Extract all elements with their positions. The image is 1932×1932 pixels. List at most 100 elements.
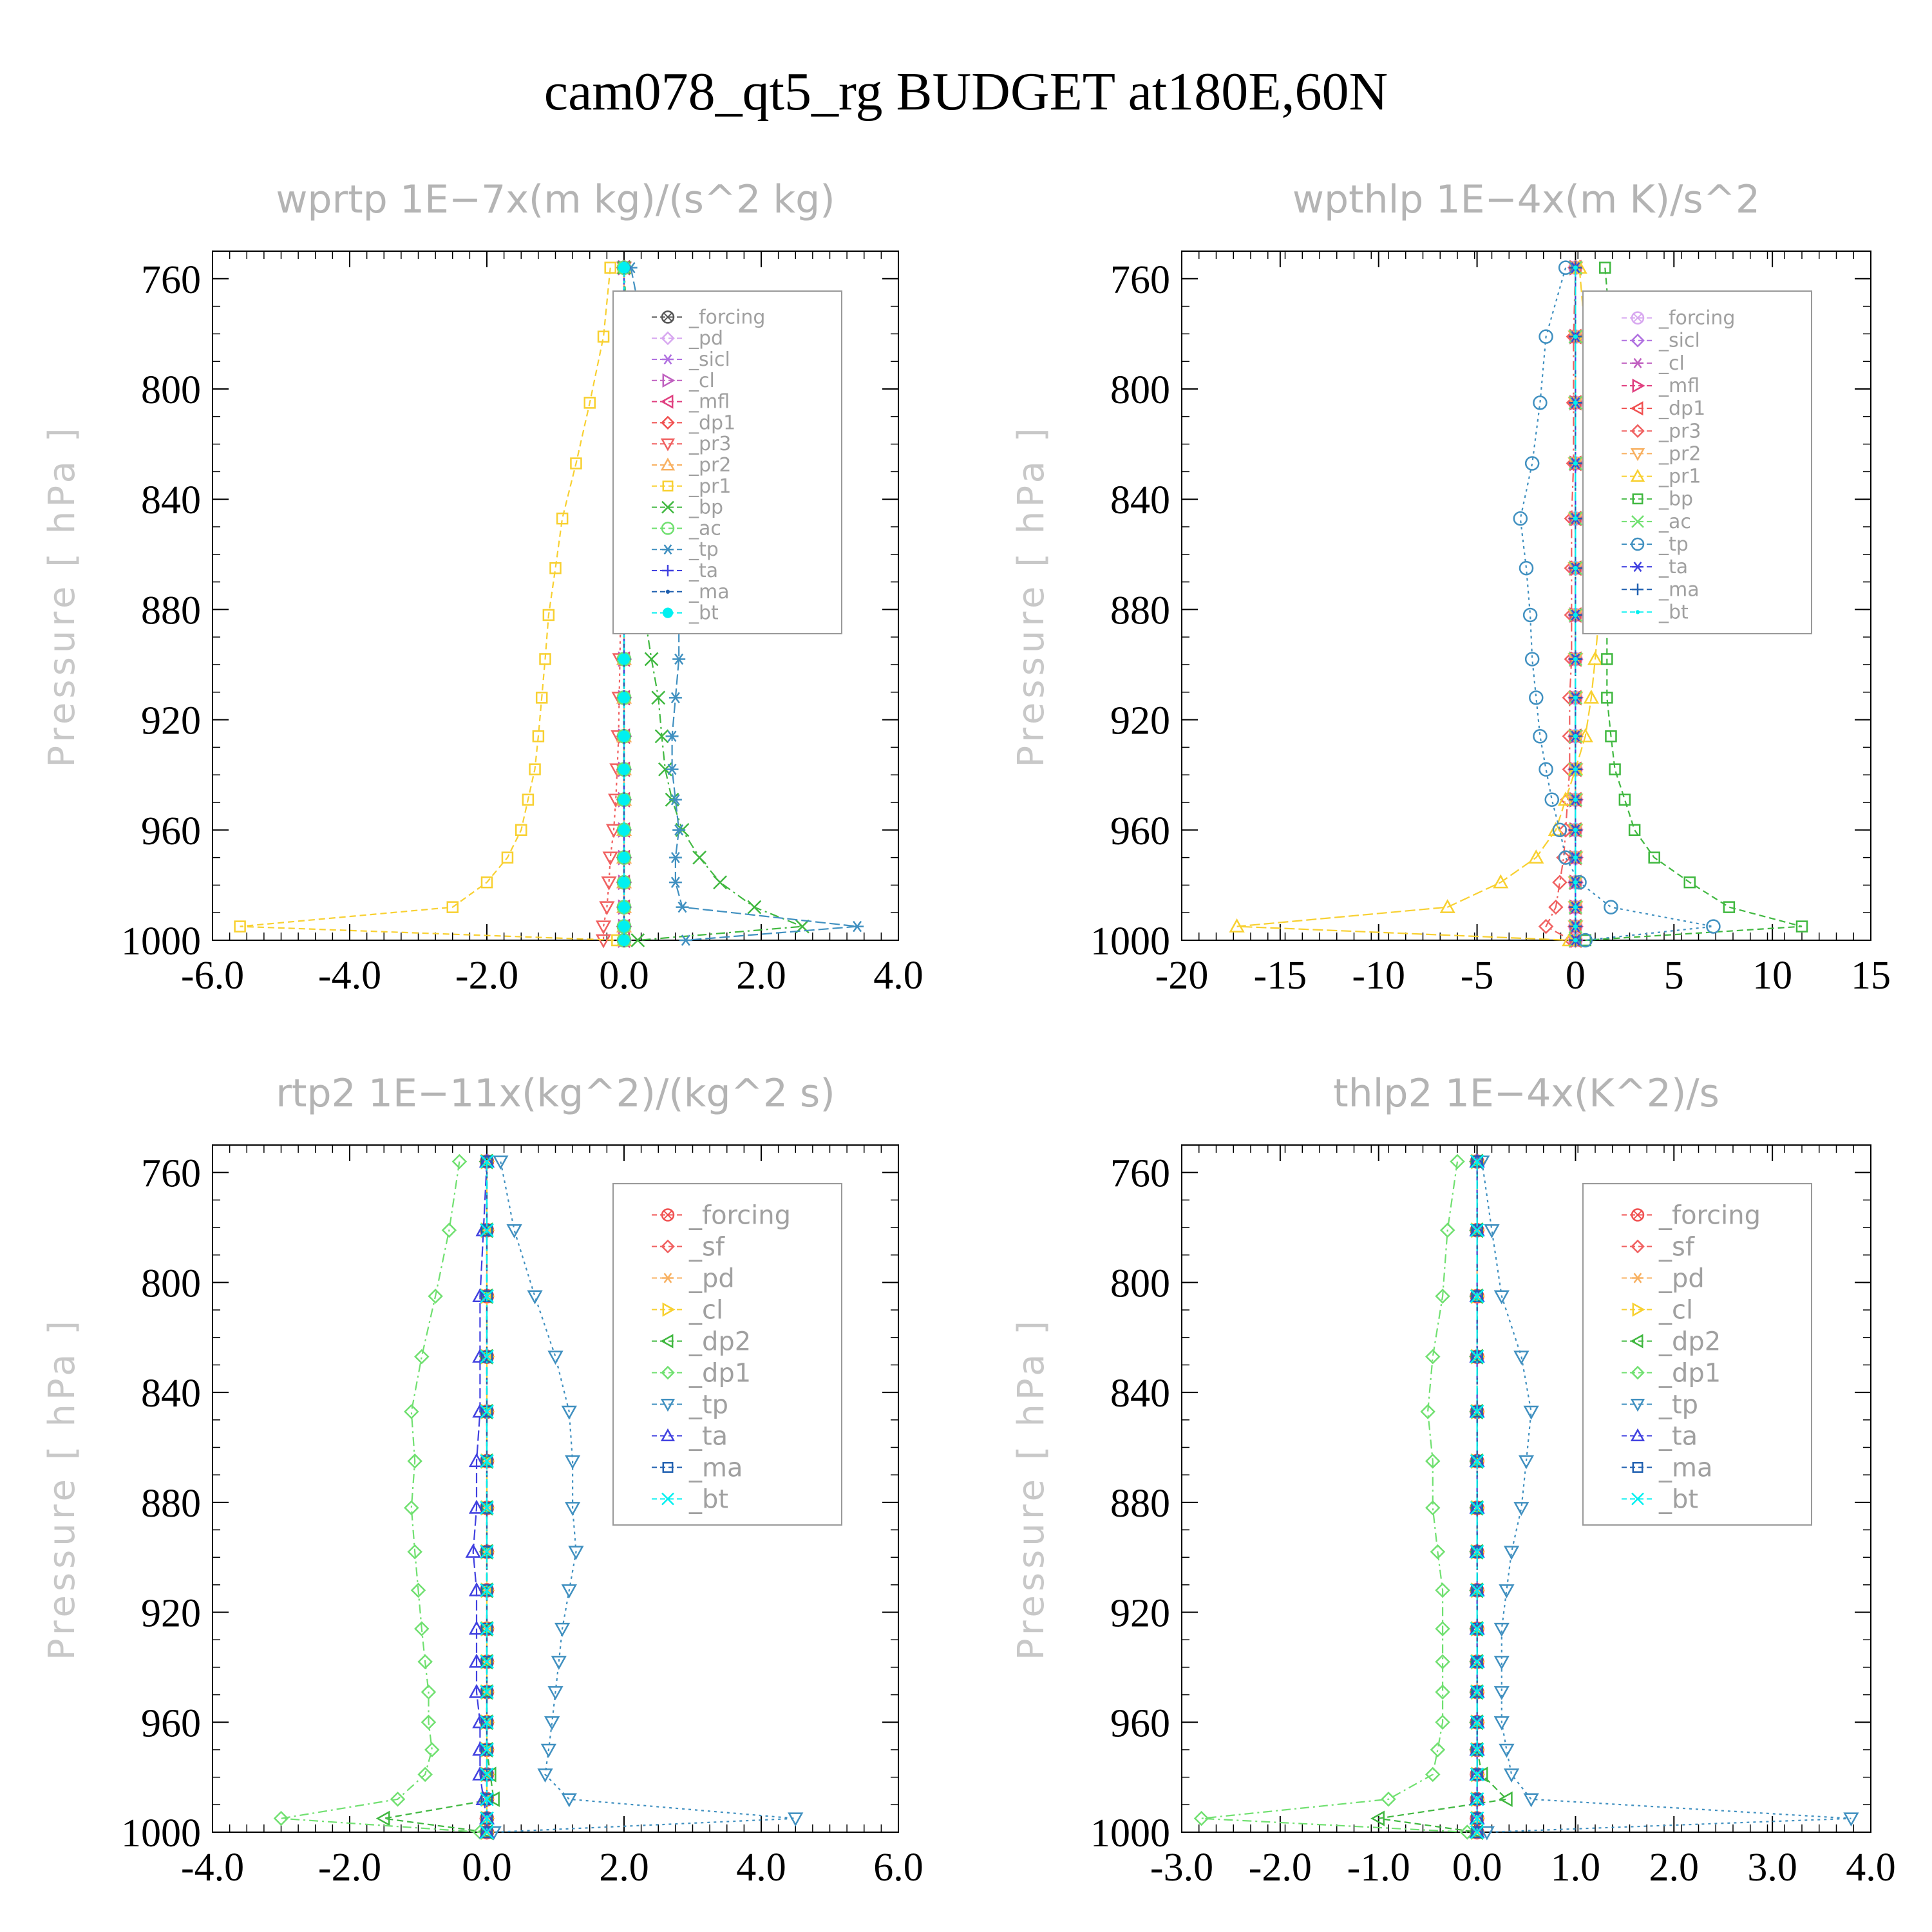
legend-label: _pr3 [1658, 420, 1701, 442]
y-tick-label: 840 [1110, 478, 1170, 522]
legend-label: _ma [688, 581, 730, 603]
data-point [1518, 1455, 1535, 1470]
legend-marker [661, 331, 675, 345]
x-tick-label: 2.0 [736, 954, 786, 998]
data-point [1573, 855, 1578, 860]
data-point [1470, 1349, 1484, 1364]
x-tick-label: -2.0 [318, 1846, 381, 1889]
legend-marker [1632, 1273, 1643, 1283]
legend-marker [1632, 583, 1643, 596]
data-point [1601, 692, 1613, 704]
legend-marker [661, 1492, 674, 1506]
data-point [1229, 918, 1245, 933]
data-point [1493, 1290, 1510, 1305]
data-point [1470, 1289, 1484, 1303]
legend-label: _tp [1658, 1390, 1698, 1420]
series_dp1 [1193, 1153, 1475, 1840]
legend-label: _mfl [688, 391, 730, 413]
data-point [618, 920, 630, 933]
data-point [668, 793, 682, 806]
data-point [665, 730, 679, 743]
legend-marker [1632, 1462, 1643, 1473]
data-point [468, 1653, 485, 1668]
data-point [539, 653, 551, 665]
data-point [1499, 1743, 1515, 1758]
y-tick-label: 1000 [1090, 920, 1170, 963]
data-point [1471, 1826, 1483, 1839]
x-tick-label: -4.0 [318, 954, 381, 998]
legend-marker [1631, 537, 1645, 551]
y-axis-label: Pressure [ hPa ] [41, 1317, 83, 1660]
data-point [1573, 905, 1578, 910]
legend-label: _ac [688, 517, 721, 540]
data-point [404, 1404, 419, 1419]
data-point [1420, 1404, 1435, 1419]
data-point [583, 397, 596, 409]
y-tick-label: 1000 [1090, 1812, 1170, 1855]
data-point [1425, 1766, 1441, 1783]
data-point [676, 901, 689, 913]
data-point [407, 1454, 422, 1469]
data-point [480, 1454, 494, 1468]
data-point [404, 1500, 419, 1516]
data-point [529, 763, 541, 775]
data-point [1193, 1810, 1209, 1826]
data-point [1469, 1288, 1485, 1304]
data-point [618, 261, 630, 274]
data-point [468, 1620, 485, 1635]
data-point [1577, 728, 1593, 743]
data-point [480, 1501, 494, 1515]
series-line [1545, 267, 1577, 941]
data-point [1513, 1502, 1530, 1516]
series_bt [1573, 265, 1578, 943]
x-tick-label: 15 [1851, 954, 1891, 998]
data-point [1558, 791, 1574, 806]
data-point [1430, 1544, 1446, 1560]
legend-marker [662, 1273, 674, 1283]
data-point [1470, 1501, 1484, 1515]
legend-label: _pd [1658, 1264, 1705, 1294]
series-line [472, 1161, 488, 1832]
data-point [1523, 1793, 1539, 1808]
data-point [1573, 828, 1578, 833]
y-axis-label: Pressure [ hPa ] [41, 424, 83, 767]
data-point [561, 1584, 577, 1598]
data-point [480, 1654, 494, 1669]
x-tick-label: -6.0 [181, 954, 244, 998]
data-point [1599, 261, 1611, 274]
data-point [273, 1810, 289, 1826]
legend-label: _cl [1658, 352, 1685, 375]
data-point [1439, 1222, 1455, 1238]
legend-label: _sf [1658, 1233, 1695, 1262]
data-point [618, 653, 630, 665]
x-tick-label: 2.0 [1649, 1846, 1700, 1889]
x-tick-label: 0.0 [462, 1846, 512, 1889]
legend-label: _pr2 [1658, 442, 1701, 465]
legend-marker [661, 1365, 675, 1380]
data-point [234, 920, 246, 933]
x-tick-label: -1.0 [1347, 1846, 1410, 1889]
legend-label: _sicl [1658, 330, 1700, 352]
data-point [1533, 395, 1548, 410]
data-point [1524, 456, 1540, 471]
legend-marker [1631, 515, 1644, 528]
data-point [1573, 767, 1578, 772]
data-point [1470, 1454, 1484, 1468]
data-point [618, 851, 630, 864]
data-point [1573, 695, 1578, 700]
data-point [1618, 793, 1631, 806]
data-point [1479, 1826, 1495, 1841]
data-point [618, 763, 630, 775]
data-point [1522, 607, 1538, 623]
legend-marker [1630, 1428, 1645, 1441]
data-point [1552, 822, 1567, 838]
legend-marker [662, 544, 674, 555]
data-point [375, 1810, 390, 1826]
data-point [565, 1502, 581, 1516]
legend-label: _ta [688, 560, 718, 582]
data-point [672, 824, 686, 836]
data-point [1524, 652, 1540, 667]
data-point [602, 851, 618, 866]
legend-marker [662, 354, 674, 365]
data-point [472, 1714, 488, 1728]
